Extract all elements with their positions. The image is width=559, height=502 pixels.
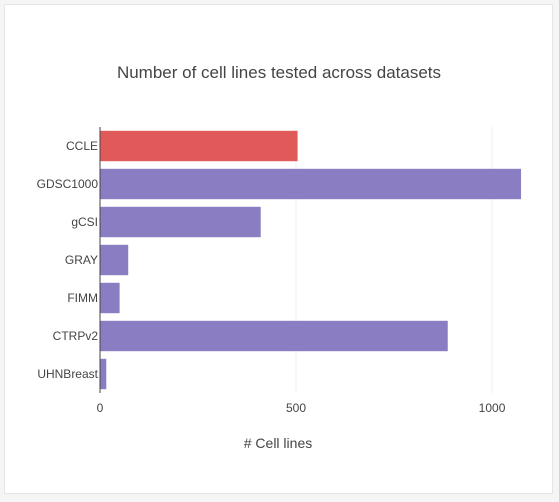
y-tick-label: CTRPv2 — [53, 329, 99, 343]
y-tick-label: FIMM — [67, 291, 98, 305]
bar-fimm[interactable] — [100, 282, 120, 314]
y-tick-label: GRAY — [65, 253, 98, 267]
bar-chart: Number of cell lines tested across datas… — [37, 63, 522, 451]
x-tick-label: 500 — [286, 401, 306, 415]
bars — [100, 130, 522, 390]
gridlines — [295, 127, 493, 393]
x-axis-label: # Cell lines — [244, 435, 312, 451]
y-tick-label: CCLE — [66, 139, 98, 153]
chart-title: Number of cell lines tested across datas… — [117, 63, 441, 82]
bar-gcsi[interactable] — [100, 206, 261, 238]
bar-gray[interactable] — [100, 244, 129, 276]
bar-ccle[interactable] — [100, 130, 298, 162]
y-tick-label: UHNBreast — [37, 367, 98, 381]
bar-gdsc1000[interactable] — [100, 168, 522, 200]
x-tick-labels: 0 500 1000 — [97, 401, 506, 415]
y-tick-label: GDSC1000 — [37, 177, 99, 191]
chart-card: Number of cell lines tested across datas… — [4, 4, 553, 494]
bar-uhnbreast[interactable] — [100, 358, 107, 390]
y-tick-label: gCSI — [71, 215, 98, 229]
bar-ctrpv2[interactable] — [100, 320, 448, 352]
x-tick-label: 1000 — [479, 401, 506, 415]
y-tick-labels: CCLE GDSC1000 gCSI GRAY FIMM CTRPv2 UHNBreast — [37, 139, 99, 381]
x-tick-label: 0 — [97, 401, 104, 415]
